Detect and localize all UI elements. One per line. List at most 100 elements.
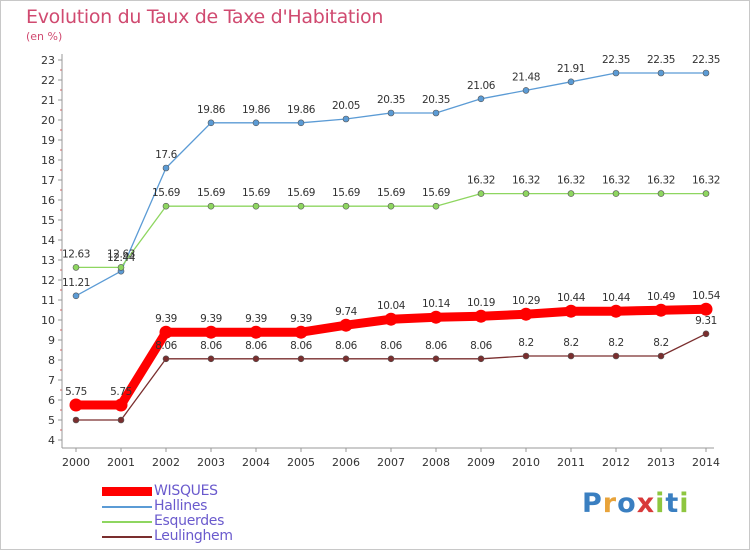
y-tick-label: 4 [48,434,55,447]
y-tick-label: 15 [41,214,55,227]
data-point-wisques [339,318,353,332]
data-label-wisques: 5.75 [65,386,87,398]
data-label-hallines: 20.35 [422,94,450,106]
data-point-esquerdes [702,190,710,197]
data-label-wisques: 10.19 [467,297,495,309]
data-point-hallines [207,119,215,127]
data-label-hallines: 20.35 [377,94,405,106]
data-point-esquerdes [162,202,170,210]
x-tick-label: 2005 [287,456,315,469]
data-label-hallines: 20.05 [332,100,360,112]
series-layer [69,69,713,424]
x-tick-label: 2010 [512,456,540,469]
data-label-leulinghem: 8.06 [470,340,492,352]
data-label-wisques: 10.29 [512,295,540,307]
data-label-wisques: 10.54 [692,290,721,302]
data-label-wisques: 9.39 [200,313,222,325]
data-point-leulinghem [432,355,440,363]
y-tick-label: 5 [48,414,55,427]
logo-letter: i [655,488,666,519]
data-label-leulinghem: 8.2 [518,337,534,349]
data-point-leulinghem [522,352,530,360]
data-point-hallines [432,109,440,117]
y-tick-label: 14 [41,234,55,247]
data-label-leulinghem: 8.2 [563,337,579,349]
x-tick-label: 2009 [467,456,495,469]
data-point-wisques [429,310,443,324]
data-point-wisques [384,312,398,326]
data-label-wisques: 9.74 [335,306,357,318]
data-label-leulinghem: 8.06 [245,340,267,352]
data-point-hallines [702,69,710,77]
data-label-hallines: 22.35 [602,54,630,66]
data-point-esquerdes [297,202,305,210]
logo-letter: x [636,488,656,519]
data-point-leulinghem [342,355,350,363]
x-tick-label: 2007 [377,456,405,469]
data-label-leulinghem: 8.2 [653,337,669,349]
y-tick-label: 9 [48,334,55,347]
data-point-esquerdes [432,202,440,210]
data-point-wisques [69,398,83,412]
data-label-hallines: 12.44 [107,252,136,264]
logo-letter: r [602,488,618,519]
data-label-esquerdes: 15.69 [332,187,360,199]
data-label-esquerdes: 16.32 [692,175,720,187]
proxiti-logo: Proxiti [582,488,690,519]
chart-unit: (en %) [26,30,63,43]
logo-letter: o [617,488,637,519]
data-point-hallines [162,164,170,172]
x-tick-label: 2008 [422,456,450,469]
x-tick-label: 2004 [242,456,270,469]
x-tick-label: 2011 [557,456,585,469]
data-point-leulinghem [612,352,620,360]
data-label-esquerdes: 16.32 [512,175,540,187]
x-tick-label: 2001 [107,456,135,469]
data-label-esquerdes: 15.69 [197,187,225,199]
data-label-leulinghem: 8.2 [608,337,624,349]
data-point-hallines [567,78,575,86]
data-point-wisques [474,309,488,323]
data-label-wisques: 10.04 [377,300,406,312]
data-point-hallines [252,119,260,127]
data-label-wisques: 10.44 [557,292,586,304]
data-point-leulinghem [702,330,710,338]
data-point-hallines [297,119,305,127]
x-tick-label: 2012 [602,456,630,469]
chart-title: Evolution du Taux de Taxe d'Habitation [26,6,384,28]
legend-label: Hallines [154,498,208,514]
data-point-esquerdes [72,264,80,271]
data-point-leulinghem [117,416,125,424]
data-point-hallines [612,69,620,77]
y-tick-label: 11 [41,294,55,307]
y-tick-label: 6 [48,394,55,407]
y-tick-label: 8 [48,354,55,367]
y-tick-label: 13 [41,254,55,267]
data-point-esquerdes [522,190,530,197]
legend-swatch [102,521,152,523]
data-point-leulinghem [567,352,575,360]
data-point-esquerdes [567,190,575,197]
data-label-esquerdes: 16.32 [647,175,675,187]
data-label-wisques: 10.44 [602,292,631,304]
data-point-esquerdes [117,264,125,271]
data-label-esquerdes: 12.63 [107,248,135,260]
data-point-hallines [522,87,530,94]
data-label-leulinghem: 8.06 [380,340,402,352]
data-point-esquerdes [207,202,215,210]
x-tick-label: 2006 [332,456,360,469]
data-label-leulinghem: 8.06 [290,340,312,352]
data-label-hallines: 22.35 [692,54,720,66]
y-tick-label: 12 [41,274,55,287]
data-label-wisques: 10.49 [647,291,675,303]
logo-letter: i [679,488,690,519]
data-point-hallines [657,69,665,77]
data-label-esquerdes: 16.32 [557,175,585,187]
data-label-leulinghem: 9.31 [695,315,717,327]
data-point-wisques [699,302,713,316]
data-label-esquerdes: 15.69 [377,187,405,199]
y-tick-label: 23 [41,54,55,67]
data-label-hallines: 21.91 [557,63,585,75]
